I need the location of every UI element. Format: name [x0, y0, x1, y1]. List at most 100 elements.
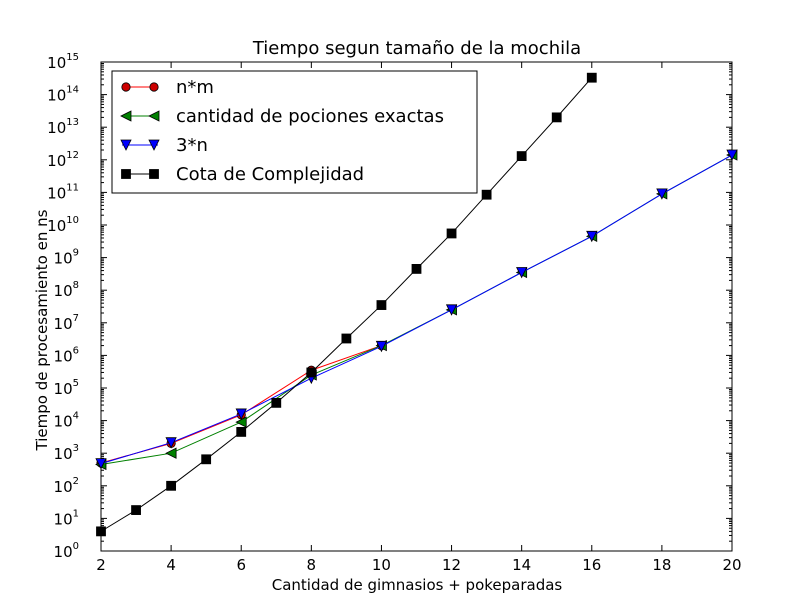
data-point	[236, 427, 247, 437]
y-tick-exponent: 6	[73, 345, 79, 356]
y-tick-exponent: 5	[73, 378, 79, 389]
series-line	[100, 154, 733, 465]
y-tick-label: 1015	[47, 52, 79, 72]
legend-marker-left	[121, 82, 131, 92]
legend-marker-right	[148, 139, 160, 151]
x-tick-label: 10	[372, 556, 391, 574]
data-point	[131, 505, 141, 515]
y-tick-exponent: 1	[73, 508, 79, 519]
y-tick-label: 102	[54, 476, 79, 496]
data-point	[375, 340, 388, 353]
y-tick-base: 10	[47, 217, 66, 235]
data-point	[586, 230, 598, 243]
y-tick-base: 10	[54, 510, 73, 528]
legend-marker-left	[120, 139, 132, 151]
y-axis-title: Tiempo de procesamiento en ns	[33, 209, 51, 451]
data-point	[481, 189, 492, 200]
y-tick-label: 103	[54, 443, 79, 463]
data-point	[446, 228, 457, 239]
data-point	[551, 112, 562, 123]
x-tick-label: 2	[96, 556, 106, 574]
legend-marker-left	[121, 169, 131, 179]
data-point	[656, 188, 668, 200]
y-tick-base: 10	[54, 315, 73, 333]
y-tick-label: 106	[54, 345, 79, 365]
plot-area: 2 4 6 8 10 12 14 16 18 20100101102103104105106107…	[47, 52, 741, 574]
data-point	[165, 437, 177, 449]
x-tick-label: 6	[236, 556, 246, 574]
chart-title: Tiempo segun tamaño de la mochila	[252, 38, 581, 59]
legend-label: n*m	[176, 77, 214, 98]
data-point	[165, 447, 177, 459]
y-tick-label: 1012	[47, 150, 79, 170]
data-point	[516, 151, 527, 161]
y-tick-label: 100	[54, 541, 79, 561]
y-tick-base: 10	[54, 478, 73, 496]
data-point	[445, 304, 458, 316]
y-tick-exponent: 7	[73, 313, 79, 324]
legend-marker-right	[148, 110, 160, 122]
legend-item: 3*n	[120, 135, 208, 156]
data-point	[516, 267, 528, 279]
y-tick-exponent: 3	[73, 443, 79, 454]
data-point	[726, 149, 738, 161]
x-tick-label: 4	[166, 556, 176, 574]
series-2	[95, 149, 738, 470]
data-point	[341, 333, 352, 344]
legend: n*m cantidad de pociones exactas 3*n Cota d…	[111, 70, 478, 194]
data-point	[586, 72, 597, 83]
y-tick-exponent: 2	[73, 476, 79, 487]
y-tick-base: 10	[54, 413, 73, 431]
data-point	[235, 408, 247, 420]
x-tick-label: 8	[307, 556, 317, 574]
legend-item: cantidad de pociones exactas	[120, 106, 444, 127]
x-axis-title: Cantidad de gimnasios + pokeparadas	[272, 576, 563, 594]
y-tick-base: 10	[54, 380, 73, 398]
data-point	[96, 526, 106, 537]
legend-label: Cota de Complejidad	[176, 164, 364, 185]
y-tick-base: 10	[54, 445, 73, 463]
y-tick-label: 1014	[47, 85, 79, 105]
y-tick-label: 104	[54, 411, 79, 431]
data-point	[201, 454, 212, 465]
x-tick-label: 18	[652, 556, 671, 574]
x-tick-label: 12	[442, 556, 461, 574]
y-tick-exponent: 14	[66, 85, 79, 96]
legend-label: cantidad de pociones exactas	[176, 106, 444, 127]
y-tick-exponent: 11	[66, 182, 79, 193]
data-point	[411, 264, 422, 274]
y-tick-base: 10	[47, 87, 66, 105]
y-tick-exponent: 0	[73, 541, 79, 552]
legend-item: Cota de Complejidad	[121, 164, 364, 185]
series-3	[96, 72, 597, 537]
y-tick-label: 1010	[47, 215, 79, 235]
y-tick-label: 107	[54, 313, 79, 333]
y-tick-label: 109	[54, 248, 79, 268]
series-layer	[95, 72, 738, 537]
y-tick-exponent: 15	[66, 52, 79, 63]
y-tick-label: 101	[54, 508, 79, 528]
y-tick-base: 10	[47, 184, 66, 202]
y-tick-exponent: 9	[73, 248, 79, 259]
y-tick-label: 108	[54, 280, 79, 300]
data-point	[376, 300, 387, 310]
x-tick-label: 14	[512, 556, 531, 574]
y-tick-exponent: 12	[66, 150, 79, 161]
y-tick-base: 10	[54, 250, 73, 268]
data-point	[306, 367, 317, 378]
y-tick-exponent: 4	[73, 411, 79, 422]
y-tick-base: 10	[54, 543, 73, 561]
y-tick-base: 10	[54, 347, 73, 365]
legend-marker-left	[120, 110, 132, 122]
y-tick-label: 1013	[47, 117, 79, 137]
y-tick-base: 10	[54, 282, 73, 300]
y-tick-label: 1011	[47, 182, 79, 202]
data-point	[271, 397, 282, 408]
y-tick-base: 10	[47, 54, 66, 72]
legend-item: n*m	[121, 77, 214, 98]
y-tick-exponent: 13	[66, 117, 79, 128]
legend-marker-right	[149, 169, 159, 179]
legend-marker-right	[149, 82, 159, 92]
